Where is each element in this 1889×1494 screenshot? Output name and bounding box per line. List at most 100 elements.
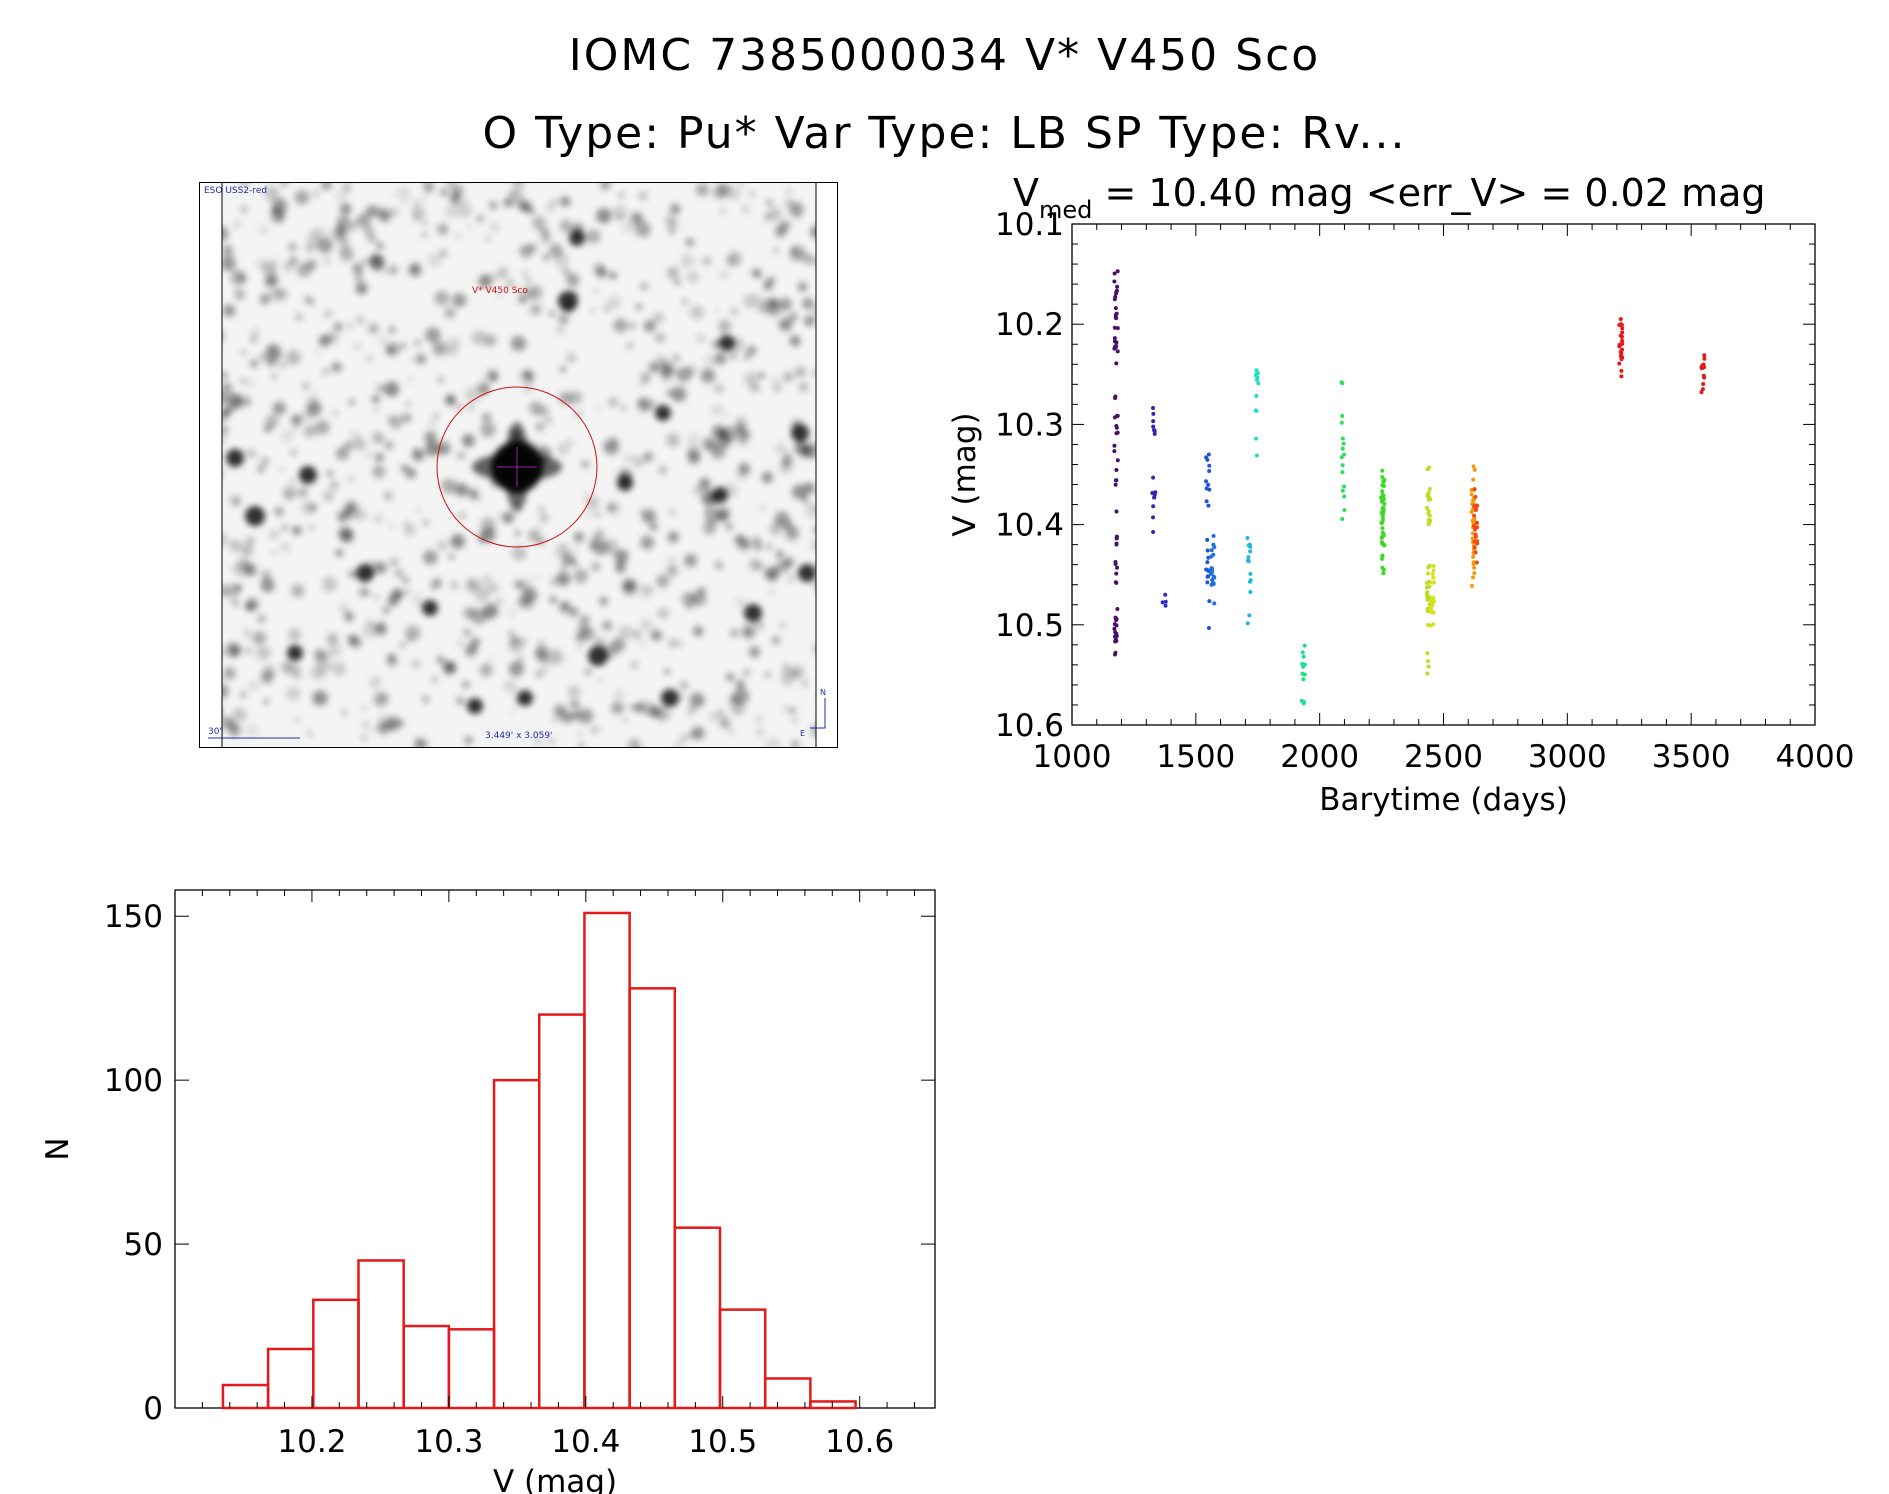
background-star [623, 452, 634, 464]
data-point [1209, 548, 1214, 553]
background-star [712, 340, 721, 349]
x-tick-label: 3000 [1528, 739, 1607, 775]
background-star [585, 668, 592, 675]
background-star [790, 740, 800, 747]
right-margin [816, 183, 837, 747]
background-star [470, 491, 477, 499]
background-star [229, 407, 235, 413]
data-point [1204, 479, 1209, 484]
background-star [365, 354, 375, 364]
background-star [579, 614, 590, 625]
background-star [640, 371, 651, 383]
plot-frame [174, 889, 936, 1409]
background-star [799, 456, 804, 462]
x-tick-label: 1000 [1033, 739, 1112, 775]
background-star [421, 694, 431, 704]
background-star [373, 407, 379, 413]
data-point [1619, 357, 1624, 362]
background-star [580, 460, 590, 469]
background-star [374, 514, 383, 524]
data-point [1300, 661, 1305, 666]
data-point [1302, 672, 1307, 677]
background-star [402, 200, 407, 205]
data-point [1471, 464, 1476, 469]
data-point [1381, 517, 1386, 522]
data-point [1472, 513, 1477, 518]
data-point [1152, 428, 1157, 433]
data-point [1425, 506, 1430, 511]
background-star [679, 733, 689, 743]
background-star [538, 506, 544, 512]
background-star [626, 342, 634, 349]
background-star [402, 576, 410, 584]
background-star [375, 241, 384, 250]
background-star [509, 190, 515, 196]
data-point [1430, 571, 1435, 576]
background-star [668, 638, 678, 648]
background-star [755, 271, 762, 278]
field-star [517, 690, 533, 706]
background-star [655, 707, 671, 722]
background-star [445, 347, 457, 359]
background-star [531, 215, 547, 230]
background-star [225, 642, 241, 658]
background-star [334, 189, 348, 203]
background-star [358, 510, 369, 521]
background-star [743, 371, 759, 387]
background-star [372, 692, 388, 707]
background-star [412, 198, 420, 206]
x-tick-label: 10.6 [825, 1424, 894, 1460]
background-star [511, 636, 519, 645]
background-star [729, 627, 738, 636]
background-star [312, 690, 328, 706]
data-point [1151, 424, 1156, 429]
background-star [583, 491, 589, 497]
background-star [577, 708, 594, 724]
background-star [454, 483, 469, 497]
background-star [249, 359, 258, 368]
background-star [464, 386, 481, 403]
background-star [686, 270, 699, 284]
background-star [532, 734, 545, 747]
y-tick-label: 150 [104, 899, 163, 935]
target-label: V* V450 Sco [472, 286, 528, 296]
field-star [661, 689, 679, 707]
background-star [246, 379, 255, 388]
background-star [375, 206, 387, 218]
background-star [528, 529, 540, 542]
background-star [247, 680, 260, 692]
background-star [257, 465, 265, 473]
data-point [1620, 326, 1625, 331]
survey-label: ESO USS2-red [204, 186, 268, 196]
background-star [221, 371, 228, 379]
data-point [1700, 387, 1705, 392]
background-star [755, 562, 765, 572]
data-point [1254, 408, 1259, 413]
data-point [1427, 487, 1432, 492]
background-star [692, 486, 702, 496]
background-star [511, 545, 527, 561]
background-star [667, 555, 676, 564]
background-star [714, 352, 727, 365]
background-star [716, 709, 725, 718]
data-point [1248, 590, 1253, 595]
background-star [639, 618, 653, 632]
data-point [1246, 555, 1251, 560]
data-point [1426, 659, 1431, 664]
background-star [719, 717, 731, 729]
data-point [1469, 583, 1474, 588]
data-point [1113, 306, 1118, 311]
background-star [534, 646, 549, 661]
data-point [1430, 603, 1435, 608]
background-star [669, 203, 681, 215]
background-star [621, 405, 627, 411]
background-star [353, 342, 361, 350]
background-star [726, 186, 741, 201]
background-star [383, 491, 393, 501]
background-star [511, 709, 516, 714]
background-star [748, 646, 761, 658]
background-star [512, 183, 525, 190]
background-star [735, 597, 746, 608]
background-star [773, 384, 782, 393]
background-star [712, 185, 728, 200]
